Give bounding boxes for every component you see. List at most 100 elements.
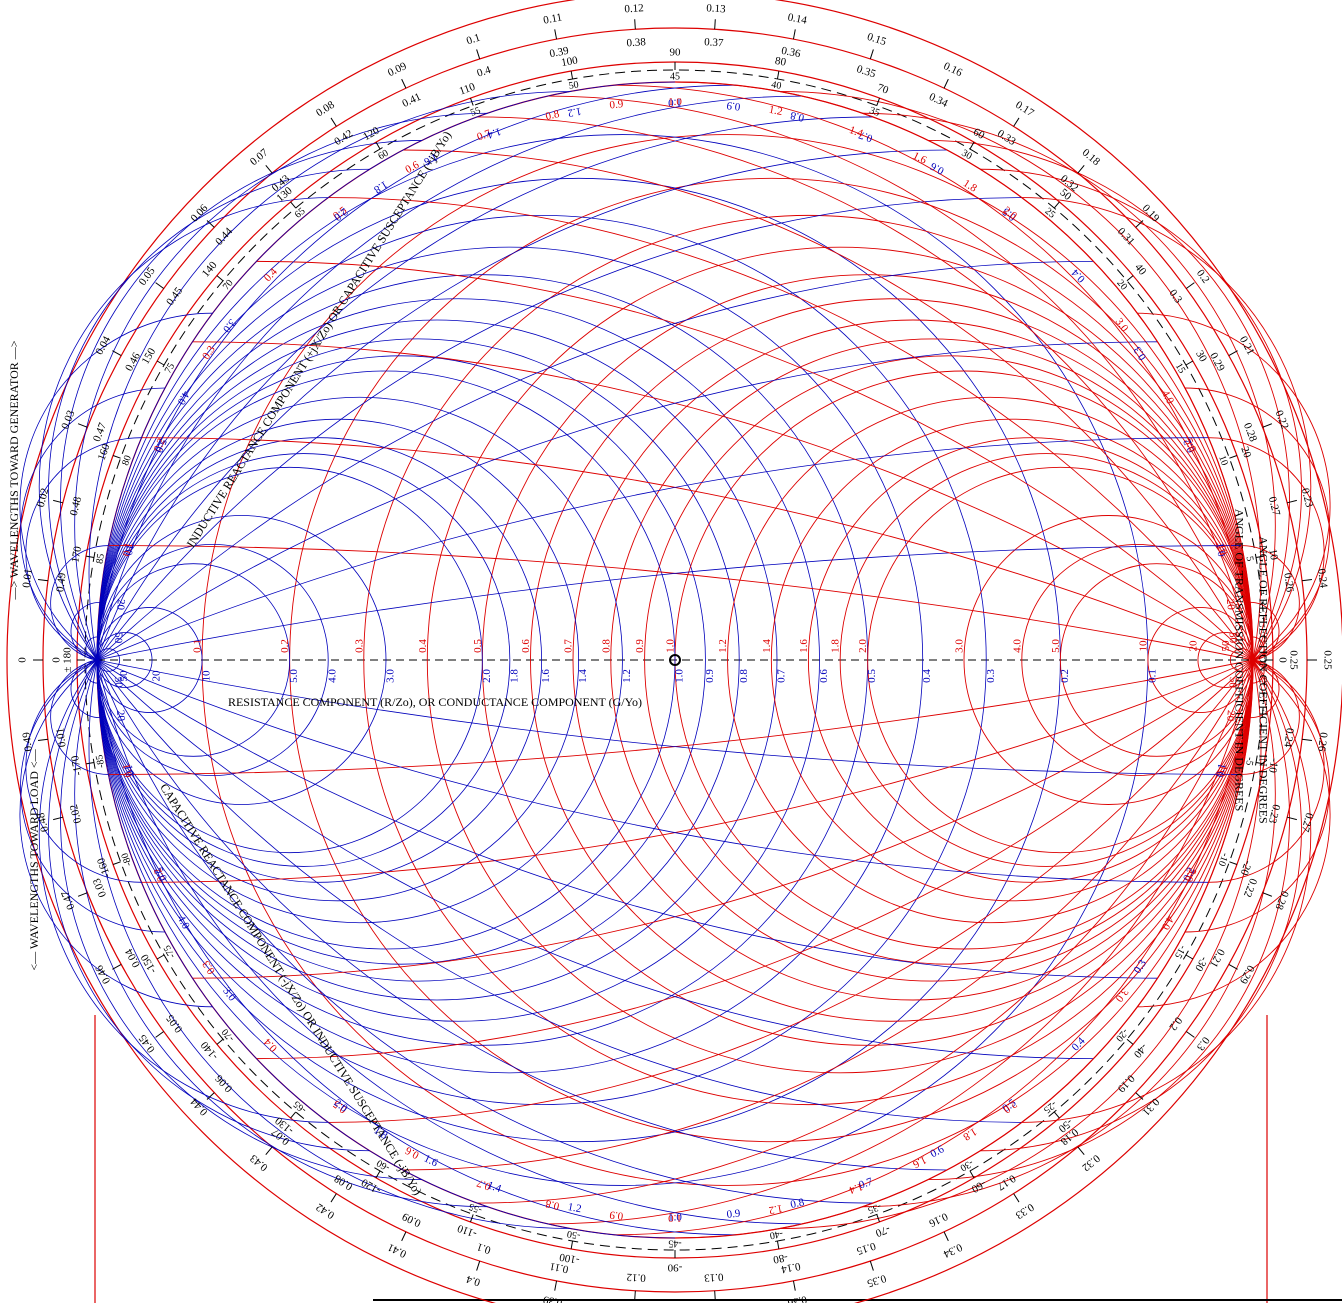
reflection-angle-tick — [156, 954, 165, 960]
reactance-label: 0.2 — [152, 437, 168, 454]
transmission-angle-label: -15 — [1172, 943, 1188, 960]
wavelength-tick — [554, 29, 558, 40]
reflection-angle-label: 10 — [1266, 548, 1280, 561]
outer-ring — [6, 0, 1342, 1303]
transmission-angle-label: -75 — [162, 943, 178, 960]
reflection-angle-tick — [876, 1214, 880, 1223]
reactance-label: 1.4 — [848, 124, 865, 140]
wavelength-tick — [1013, 117, 1020, 127]
reactance-arc — [192, 659, 1254, 979]
grid — [19, 81, 1331, 1239]
transmission-angle-label: 45 — [670, 71, 680, 82]
susceptance-arc — [96, 197, 1022, 661]
load-wavelength-label: 0.37 — [704, 36, 724, 49]
wavelength-tick — [714, 19, 716, 30]
susceptance-arc — [96, 659, 948, 1171]
reflection-angle-tick — [570, 70, 574, 80]
transmission-angle-label: -70 — [220, 1026, 237, 1043]
wavelength-tick — [943, 78, 949, 89]
susceptance-label: 10 — [122, 764, 136, 778]
susceptance-label: 0.9 — [726, 99, 741, 112]
resistance-label: 0.7 — [563, 639, 575, 653]
generator-wavelength-label: 0.01 — [21, 568, 35, 589]
susceptance-arc — [88, 659, 571, 1229]
reactance-arc — [1252, 659, 1265, 684]
conductance-label: 5.0 — [288, 669, 300, 683]
load-wavelength-label: 0.08 — [332, 1172, 355, 1193]
load-wavelength-label: 0.01 — [54, 727, 68, 748]
reactance-arc — [779, 91, 1262, 661]
generator-wavelength-label: 0.24 — [1315, 568, 1329, 589]
reflection-angle-tick — [776, 70, 780, 80]
generator-wavelength-label: 0.08 — [314, 99, 337, 120]
conductance-label: 0.8 — [738, 669, 750, 683]
reactance-label: 20 — [1224, 710, 1237, 723]
reactance-arc — [548, 659, 1254, 1225]
load-wavelength-label: 0.09 — [400, 1210, 423, 1229]
resistance-label: 20 — [1187, 640, 1199, 652]
wavelength-tick — [869, 49, 874, 60]
reactance-label: 10 — [1215, 543, 1229, 557]
wavelength-tick — [1287, 816, 1297, 821]
toward-load-label: <— WAVELENGTHS TOWARD LOAD <— — [27, 748, 41, 970]
reflection-angle-tick — [470, 1214, 474, 1223]
susceptance-arc — [85, 659, 98, 684]
load-wavelength-label: 0.26 — [1281, 572, 1295, 593]
reflection-angle-tick — [375, 141, 381, 150]
load-wavelength-label: 0.29 — [1207, 351, 1227, 374]
reflection-angle-tick — [216, 1038, 224, 1045]
reactance-arc — [256, 260, 1254, 661]
resistance-circle — [807, 437, 1254, 883]
load-wavelength-label: 0 — [51, 657, 63, 663]
susceptance-label: 0.4 — [1069, 266, 1088, 285]
susceptance-arc — [96, 95, 802, 661]
generator-wavelength-label: 0.42 — [314, 1201, 337, 1221]
reflection-angle-label: -70 — [873, 1223, 891, 1239]
reflection-angle-label: 70 — [876, 82, 891, 97]
susceptance-label: 1.8 — [371, 178, 389, 196]
wavelength-tick — [206, 220, 215, 228]
reactance-arc — [108, 659, 1254, 775]
reactance-arc — [1241, 545, 1300, 661]
transmission-angle-label: -65 — [291, 1098, 308, 1115]
load-wavelength-label: 0.48 — [68, 495, 85, 517]
reflection-angle-label: 160 — [96, 442, 113, 462]
transmission-angle-label: 5 — [1243, 555, 1255, 562]
load-wavelength-label: 0.19 — [1115, 1072, 1137, 1095]
reactance-arc — [141, 437, 1254, 661]
susceptance-arc — [48, 659, 370, 1152]
load-wavelength-label: 0.27 — [1266, 495, 1283, 517]
resistance-label: 0.2 — [279, 639, 291, 653]
susceptance-arc — [88, 91, 571, 661]
reflection-angle-label: ANGLE OF REFLECTION COEFFICIENT IN DEGRE… — [1256, 536, 1270, 823]
transmission-angle-label: -30 — [958, 1157, 975, 1173]
susceptance-arc — [70, 659, 100, 719]
reactance-arc — [614, 84, 1254, 661]
reflection-angle-label: -160 — [95, 856, 113, 880]
conductance-label: 1.4 — [577, 669, 589, 683]
reactance-arc — [779, 659, 1262, 1229]
transmission-angle-label: -85 — [94, 754, 107, 769]
load-wavelength-label: 0.24 — [1281, 727, 1295, 748]
reflection-angle-label: 170 — [69, 545, 84, 564]
susceptance-arc — [96, 437, 1209, 661]
reactance-arc — [108, 545, 1254, 661]
load-wavelength-label: 0.36 — [780, 45, 802, 60]
generator-wavelength-label: 0.33 — [1013, 1201, 1036, 1222]
susceptance-arc — [60, 659, 422, 1180]
reactance-arc — [674, 659, 1254, 1239]
susceptance-arc — [96, 659, 676, 1239]
reactance-label: 5.0 — [1182, 866, 1199, 884]
susceptance-label: 1.0 — [668, 97, 682, 109]
generator-wavelength-label: 0.28 — [1272, 889, 1290, 912]
susceptance-arc — [85, 636, 98, 661]
susceptance-label: 1.6 — [422, 151, 440, 168]
reflection-angle-label: -30 — [1192, 954, 1210, 973]
reactance-label: 1.6 — [911, 150, 929, 167]
wavelength-tick — [37, 579, 49, 582]
generator-wavelength-label: 0.45 — [136, 1032, 157, 1055]
conductance-label: 0.9 — [704, 669, 716, 683]
reactance-label: 0.9 — [609, 98, 624, 111]
reactance-arc — [548, 95, 1254, 661]
